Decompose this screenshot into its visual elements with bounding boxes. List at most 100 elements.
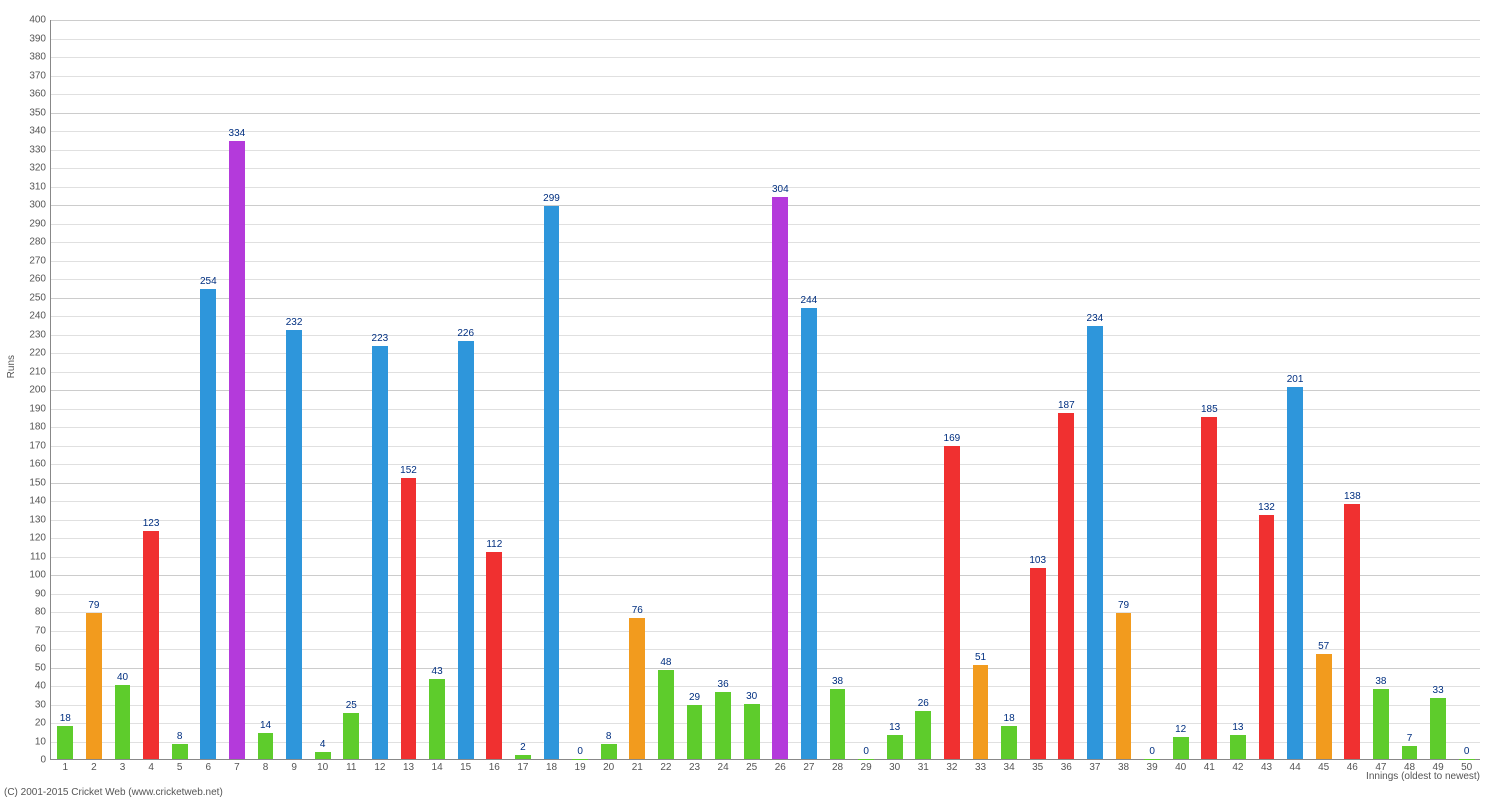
bar-value-label: 13 (889, 722, 900, 733)
xtick-label: 2 (91, 762, 97, 773)
bar (715, 692, 731, 759)
xtick-label: 19 (575, 762, 586, 773)
bar-value-label: 232 (286, 317, 303, 328)
xtick-label: 33 (975, 762, 986, 773)
bar-value-label: 25 (346, 700, 357, 711)
ytick-label: 350 (6, 107, 46, 118)
bar-value-label: 26 (918, 698, 929, 709)
gridline (51, 316, 1480, 317)
xtick-label: 6 (206, 762, 212, 773)
ytick-label: 340 (6, 126, 46, 137)
bar (429, 679, 445, 759)
xtick-label: 12 (374, 762, 385, 773)
ytick-label: 290 (6, 218, 46, 229)
ytick-label: 80 (6, 607, 46, 618)
bar (86, 613, 102, 759)
bar (887, 735, 903, 759)
bar-value-label: 169 (944, 433, 961, 444)
bar (1030, 568, 1046, 759)
ytick-label: 210 (6, 366, 46, 377)
bar-value-label: 76 (632, 605, 643, 616)
bar-value-label: 152 (400, 465, 417, 476)
bar-value-label: 244 (801, 295, 818, 306)
ytick-label: 370 (6, 70, 46, 81)
bar (1430, 698, 1446, 759)
gridline (51, 57, 1480, 58)
bar-value-label: 254 (200, 276, 217, 287)
gridline (51, 279, 1480, 280)
bar (343, 713, 359, 759)
xtick-label: 45 (1318, 762, 1329, 773)
bar-value-label: 138 (1344, 491, 1361, 502)
gridline (51, 20, 1480, 21)
bar-value-label: 8 (177, 731, 183, 742)
bar (1144, 759, 1160, 760)
gridline (51, 483, 1480, 484)
gridline (51, 464, 1480, 465)
gridline (51, 150, 1480, 151)
ytick-label: 360 (6, 89, 46, 100)
bar-value-label: 18 (60, 713, 71, 724)
ytick-label: 220 (6, 348, 46, 359)
xtick-label: 23 (689, 762, 700, 773)
bar (401, 478, 417, 759)
xtick-label: 16 (489, 762, 500, 773)
bar (1116, 613, 1132, 759)
gridline (51, 298, 1480, 299)
bar-value-label: 7 (1407, 733, 1413, 744)
bar (687, 705, 703, 759)
xtick-label: 39 (1147, 762, 1158, 773)
ytick-label: 200 (6, 385, 46, 396)
xtick-label: 14 (432, 762, 443, 773)
gridline (51, 446, 1480, 447)
bar (658, 670, 674, 759)
xtick-label: 34 (1004, 762, 1015, 773)
bar (973, 665, 989, 759)
bar (258, 733, 274, 759)
copyright-text: (C) 2001-2015 Cricket Web (www.cricketwe… (4, 787, 223, 798)
gridline (51, 168, 1480, 169)
xtick-label: 11 (346, 762, 356, 773)
ytick-label: 140 (6, 496, 46, 507)
ytick-label: 260 (6, 274, 46, 285)
bar-value-label: 0 (863, 746, 869, 757)
bar-value-label: 0 (577, 746, 583, 757)
bar (172, 744, 188, 759)
xtick-label: 22 (660, 762, 671, 773)
bar-value-label: 299 (543, 193, 560, 204)
gridline (51, 187, 1480, 188)
bar (486, 552, 502, 759)
xtick-label: 13 (403, 762, 414, 773)
ytick-label: 300 (6, 200, 46, 211)
xtick-label: 18 (546, 762, 557, 773)
ytick-label: 310 (6, 181, 46, 192)
ytick-label: 230 (6, 329, 46, 340)
xtick-label: 50 (1461, 762, 1472, 773)
bar (601, 744, 617, 759)
xtick-label: 1 (63, 762, 69, 773)
gridline (51, 409, 1480, 410)
xtick-label: 24 (718, 762, 729, 773)
gridline (51, 205, 1480, 206)
xtick-label: 41 (1204, 762, 1215, 773)
xtick-label: 48 (1404, 762, 1415, 773)
gridline (51, 131, 1480, 132)
xtick-label: 35 (1032, 762, 1043, 773)
bar-value-label: 234 (1087, 313, 1104, 324)
xtick-label: 25 (746, 762, 757, 773)
bar (286, 330, 302, 759)
plot-area: 1817924031234852546334714823294102511223… (50, 20, 1480, 760)
bar-value-label: 57 (1318, 641, 1329, 652)
bar (1373, 689, 1389, 759)
xtick-label: 10 (317, 762, 328, 773)
bar-value-label: 304 (772, 184, 789, 195)
xtick-label: 20 (603, 762, 614, 773)
bar-value-label: 132 (1258, 502, 1275, 513)
bar (629, 618, 645, 759)
bar (915, 711, 931, 759)
bar (229, 141, 245, 759)
xtick-label: 4 (148, 762, 154, 773)
ytick-label: 240 (6, 311, 46, 322)
bar (772, 197, 788, 759)
bar-value-label: 201 (1287, 374, 1304, 385)
